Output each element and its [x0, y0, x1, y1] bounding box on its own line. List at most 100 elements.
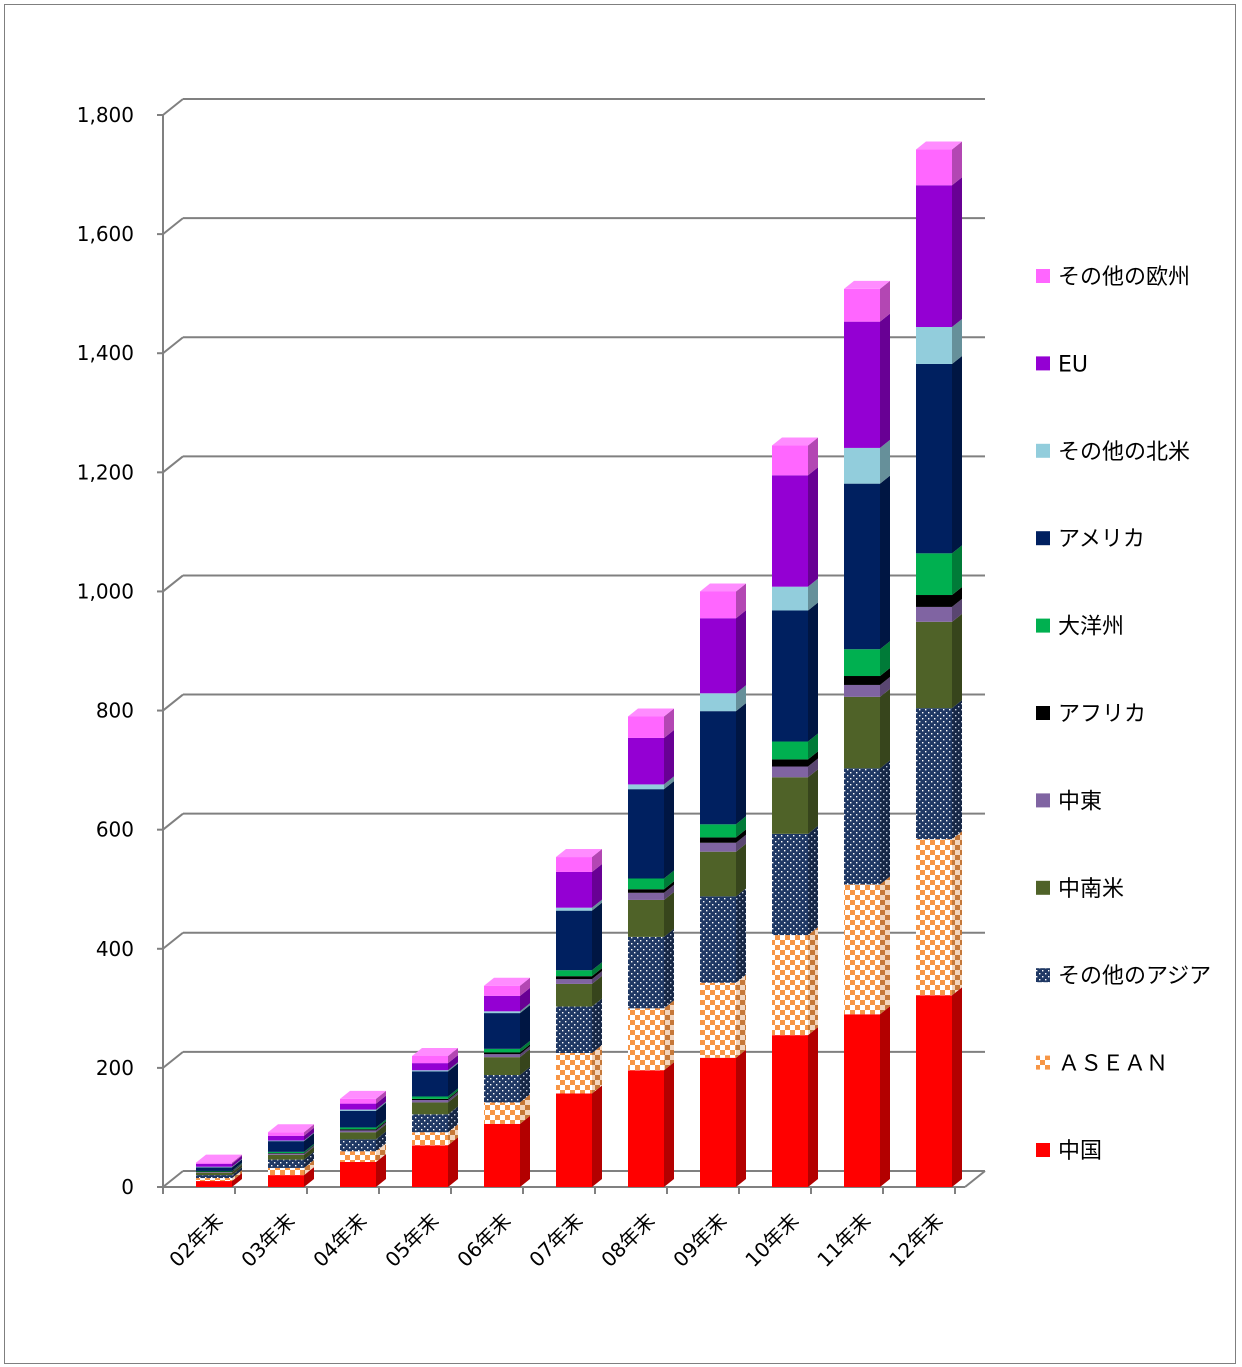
chart-frame	[4, 4, 1236, 1364]
bar-segment-side	[664, 708, 674, 738]
gridline-diag	[162, 217, 184, 235]
bar-segment-side	[448, 1062, 458, 1072]
bar-segment-side	[808, 769, 818, 834]
bar-segment-side	[448, 1094, 458, 1115]
bar-segment-side	[736, 610, 746, 694]
bar-top	[412, 1047, 458, 1056]
bar-segment	[268, 1167, 304, 1176]
bar-segment	[628, 892, 664, 900]
x-tick-label: 04年末	[308, 1209, 371, 1272]
bar-segment-side	[520, 1046, 530, 1058]
bar-segment	[844, 684, 880, 697]
bar-segment	[700, 711, 736, 825]
bar-segment	[556, 857, 592, 872]
bar-segment	[916, 606, 952, 622]
bar-segment-side	[520, 1040, 530, 1053]
bar-segment	[268, 1159, 304, 1168]
bar-segment	[916, 149, 952, 186]
bar-segment	[700, 618, 736, 694]
bar-stack-06年末	[484, 977, 530, 1187]
bar-segment-side	[880, 676, 890, 697]
bar-segment	[412, 1070, 448, 1072]
bar-stack-08年末	[628, 708, 674, 1187]
bar-segment	[484, 1075, 520, 1103]
bar-top	[268, 1124, 314, 1133]
legend-swatch	[1036, 531, 1050, 546]
legend-swatch	[1036, 618, 1050, 633]
bar-stack-12年末	[916, 141, 962, 1187]
bar-segment-side	[592, 1085, 602, 1187]
bar-stack-11年末	[844, 280, 890, 1187]
gridline-diag	[162, 98, 184, 116]
bar-segment	[268, 1132, 304, 1136]
bar-segment-side	[664, 729, 674, 785]
bar-segment	[844, 483, 880, 650]
bar-segment-side	[304, 1146, 314, 1160]
legend-label: その他のアジア	[1058, 964, 1211, 989]
x-tick-label: 05年末	[380, 1209, 443, 1272]
bar-segment-side	[736, 703, 746, 825]
y-tick-label: 1,600	[77, 222, 134, 246]
y-tick-label: 1,200	[77, 460, 134, 484]
bar-segment-side	[952, 319, 962, 364]
bar-segment	[556, 910, 592, 971]
legend-label: 中南米	[1058, 877, 1124, 902]
bar-segment-side	[376, 1124, 386, 1140]
bar-segment-side	[808, 751, 818, 767]
bar-segment-side	[592, 968, 602, 980]
legend-label: 大洋州	[1058, 615, 1124, 640]
bar-segment	[772, 445, 808, 476]
bar-segment	[700, 824, 736, 838]
bar-segment	[700, 693, 736, 712]
gridline-diag	[162, 931, 184, 950]
bar-segment-side	[952, 700, 962, 840]
bar-segment	[556, 907, 592, 911]
legend-swatch	[1036, 706, 1050, 720]
bar-segment-side	[880, 1006, 890, 1187]
bar-segment	[844, 696, 880, 769]
bar-segment	[196, 1171, 232, 1173]
x-tick-labels: 02年末 03年末 04年末 05年末 06年末 07年末 08年末 09年末 10年末 11年末…	[164, 1209, 947, 1272]
bar-segment	[268, 1140, 304, 1142]
bar-segment	[556, 1093, 592, 1187]
bar-segment	[484, 985, 520, 996]
bar-segment-side	[736, 583, 746, 619]
bar-segment	[412, 1114, 448, 1133]
bar-segment	[916, 708, 952, 840]
bar-segment	[556, 871, 592, 908]
bar-segment	[628, 1008, 664, 1071]
bar-segment	[700, 842, 736, 852]
bar-segment-side	[592, 899, 602, 911]
bar-segment	[268, 1154, 304, 1160]
bar-segment	[772, 1035, 808, 1187]
bar-segment-side	[232, 1155, 242, 1167]
bar-segment	[268, 1153, 304, 1155]
bars	[196, 141, 962, 1187]
x-tick-label: 09年末	[668, 1209, 731, 1272]
bar-segment-side	[952, 355, 962, 554]
bar-segment-side	[880, 876, 890, 1015]
bar-segment	[556, 979, 592, 984]
bar-segment	[916, 995, 952, 1187]
bar-segment-side	[304, 1167, 314, 1187]
bar-segment	[484, 995, 520, 1012]
bar-segment-side	[952, 141, 962, 186]
bar-segment	[484, 1054, 520, 1058]
bar-segment-side	[232, 1173, 242, 1187]
bar-segment	[484, 1052, 520, 1055]
bar-segment-side	[376, 1122, 386, 1133]
bar-segment	[412, 1102, 448, 1115]
bar-segment	[844, 288, 880, 322]
bar-segment-side	[448, 1047, 458, 1064]
bar-segment-side	[304, 1127, 314, 1141]
bar-segment-side	[808, 758, 818, 778]
bar-segment-side	[952, 177, 962, 328]
bar-segment	[340, 1110, 376, 1128]
legend-label: アメリカ	[1058, 527, 1145, 552]
bar-segment-side	[808, 437, 818, 476]
bar-segment-side	[304, 1132, 314, 1142]
legend-item: その他のアジア	[1036, 964, 1211, 989]
bar-segment-side	[376, 1101, 386, 1111]
legend-swatch	[1036, 793, 1050, 808]
bar-segment	[844, 447, 880, 484]
